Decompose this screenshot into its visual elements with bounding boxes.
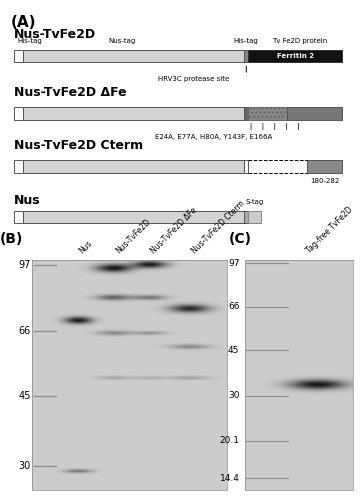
- Bar: [244, 107, 248, 120]
- Text: 66: 66: [18, 326, 31, 336]
- Bar: [14, 107, 23, 120]
- Bar: [23, 50, 244, 62]
- Bar: [248, 210, 261, 224]
- Text: (C): (C): [229, 232, 252, 246]
- Bar: [244, 50, 248, 62]
- Text: Tag-free TvFe2D: Tag-free TvFe2D: [304, 206, 354, 256]
- Text: Nus: Nus: [14, 194, 41, 207]
- Bar: [14, 50, 23, 62]
- Text: (B): (B): [0, 232, 23, 246]
- Text: HRV3C protease site: HRV3C protease site: [158, 76, 229, 82]
- Text: Nus-TvFe2D ΔFe: Nus-TvFe2D ΔFe: [149, 206, 199, 256]
- Text: Nus-TvFe2D Cterm: Nus-TvFe2D Cterm: [14, 139, 143, 152]
- Bar: [248, 107, 287, 120]
- Text: Nus-TvFe2D ΔFe: Nus-TvFe2D ΔFe: [14, 86, 127, 99]
- Text: His-tag: His-tag: [17, 38, 42, 44]
- Bar: [14, 210, 23, 224]
- Text: His-tag: His-tag: [234, 38, 258, 44]
- Text: 45: 45: [18, 392, 31, 402]
- Bar: [23, 210, 244, 224]
- Text: 14.4: 14.4: [220, 474, 239, 483]
- Bar: [23, 107, 244, 120]
- Text: Tv Fe2D protein: Tv Fe2D protein: [273, 38, 328, 44]
- Text: Nus-TvFe2D Cterm: Nus-TvFe2D Cterm: [190, 199, 246, 256]
- Text: E24A, E77A, H80A, Y143F, E166A: E24A, E77A, H80A, Y143F, E166A: [155, 134, 273, 140]
- Text: 20.1: 20.1: [219, 436, 239, 446]
- Text: 97: 97: [18, 260, 31, 270]
- Text: Nus-tag: Nus-tag: [109, 38, 136, 44]
- Text: 45: 45: [228, 346, 239, 354]
- Bar: [244, 160, 248, 172]
- Text: 97: 97: [228, 259, 239, 268]
- Bar: [244, 210, 248, 224]
- Bar: [14, 160, 23, 172]
- Text: 30: 30: [18, 460, 31, 470]
- Text: 66: 66: [228, 302, 239, 312]
- Bar: [23, 160, 244, 172]
- Text: Ferritin 2: Ferritin 2: [277, 53, 314, 59]
- Text: Nus: Nus: [77, 238, 94, 256]
- Text: 30: 30: [228, 391, 239, 400]
- Text: Nus-TvFe2D: Nus-TvFe2D: [14, 28, 96, 42]
- Text: Nus-TvFe2D: Nus-TvFe2D: [114, 217, 152, 256]
- Text: 180-282: 180-282: [310, 178, 339, 184]
- Text: (A): (A): [11, 14, 36, 30]
- Text: S-tag: S-tag: [246, 199, 264, 205]
- Bar: [287, 107, 342, 120]
- Bar: [307, 160, 342, 172]
- Bar: [248, 50, 342, 62]
